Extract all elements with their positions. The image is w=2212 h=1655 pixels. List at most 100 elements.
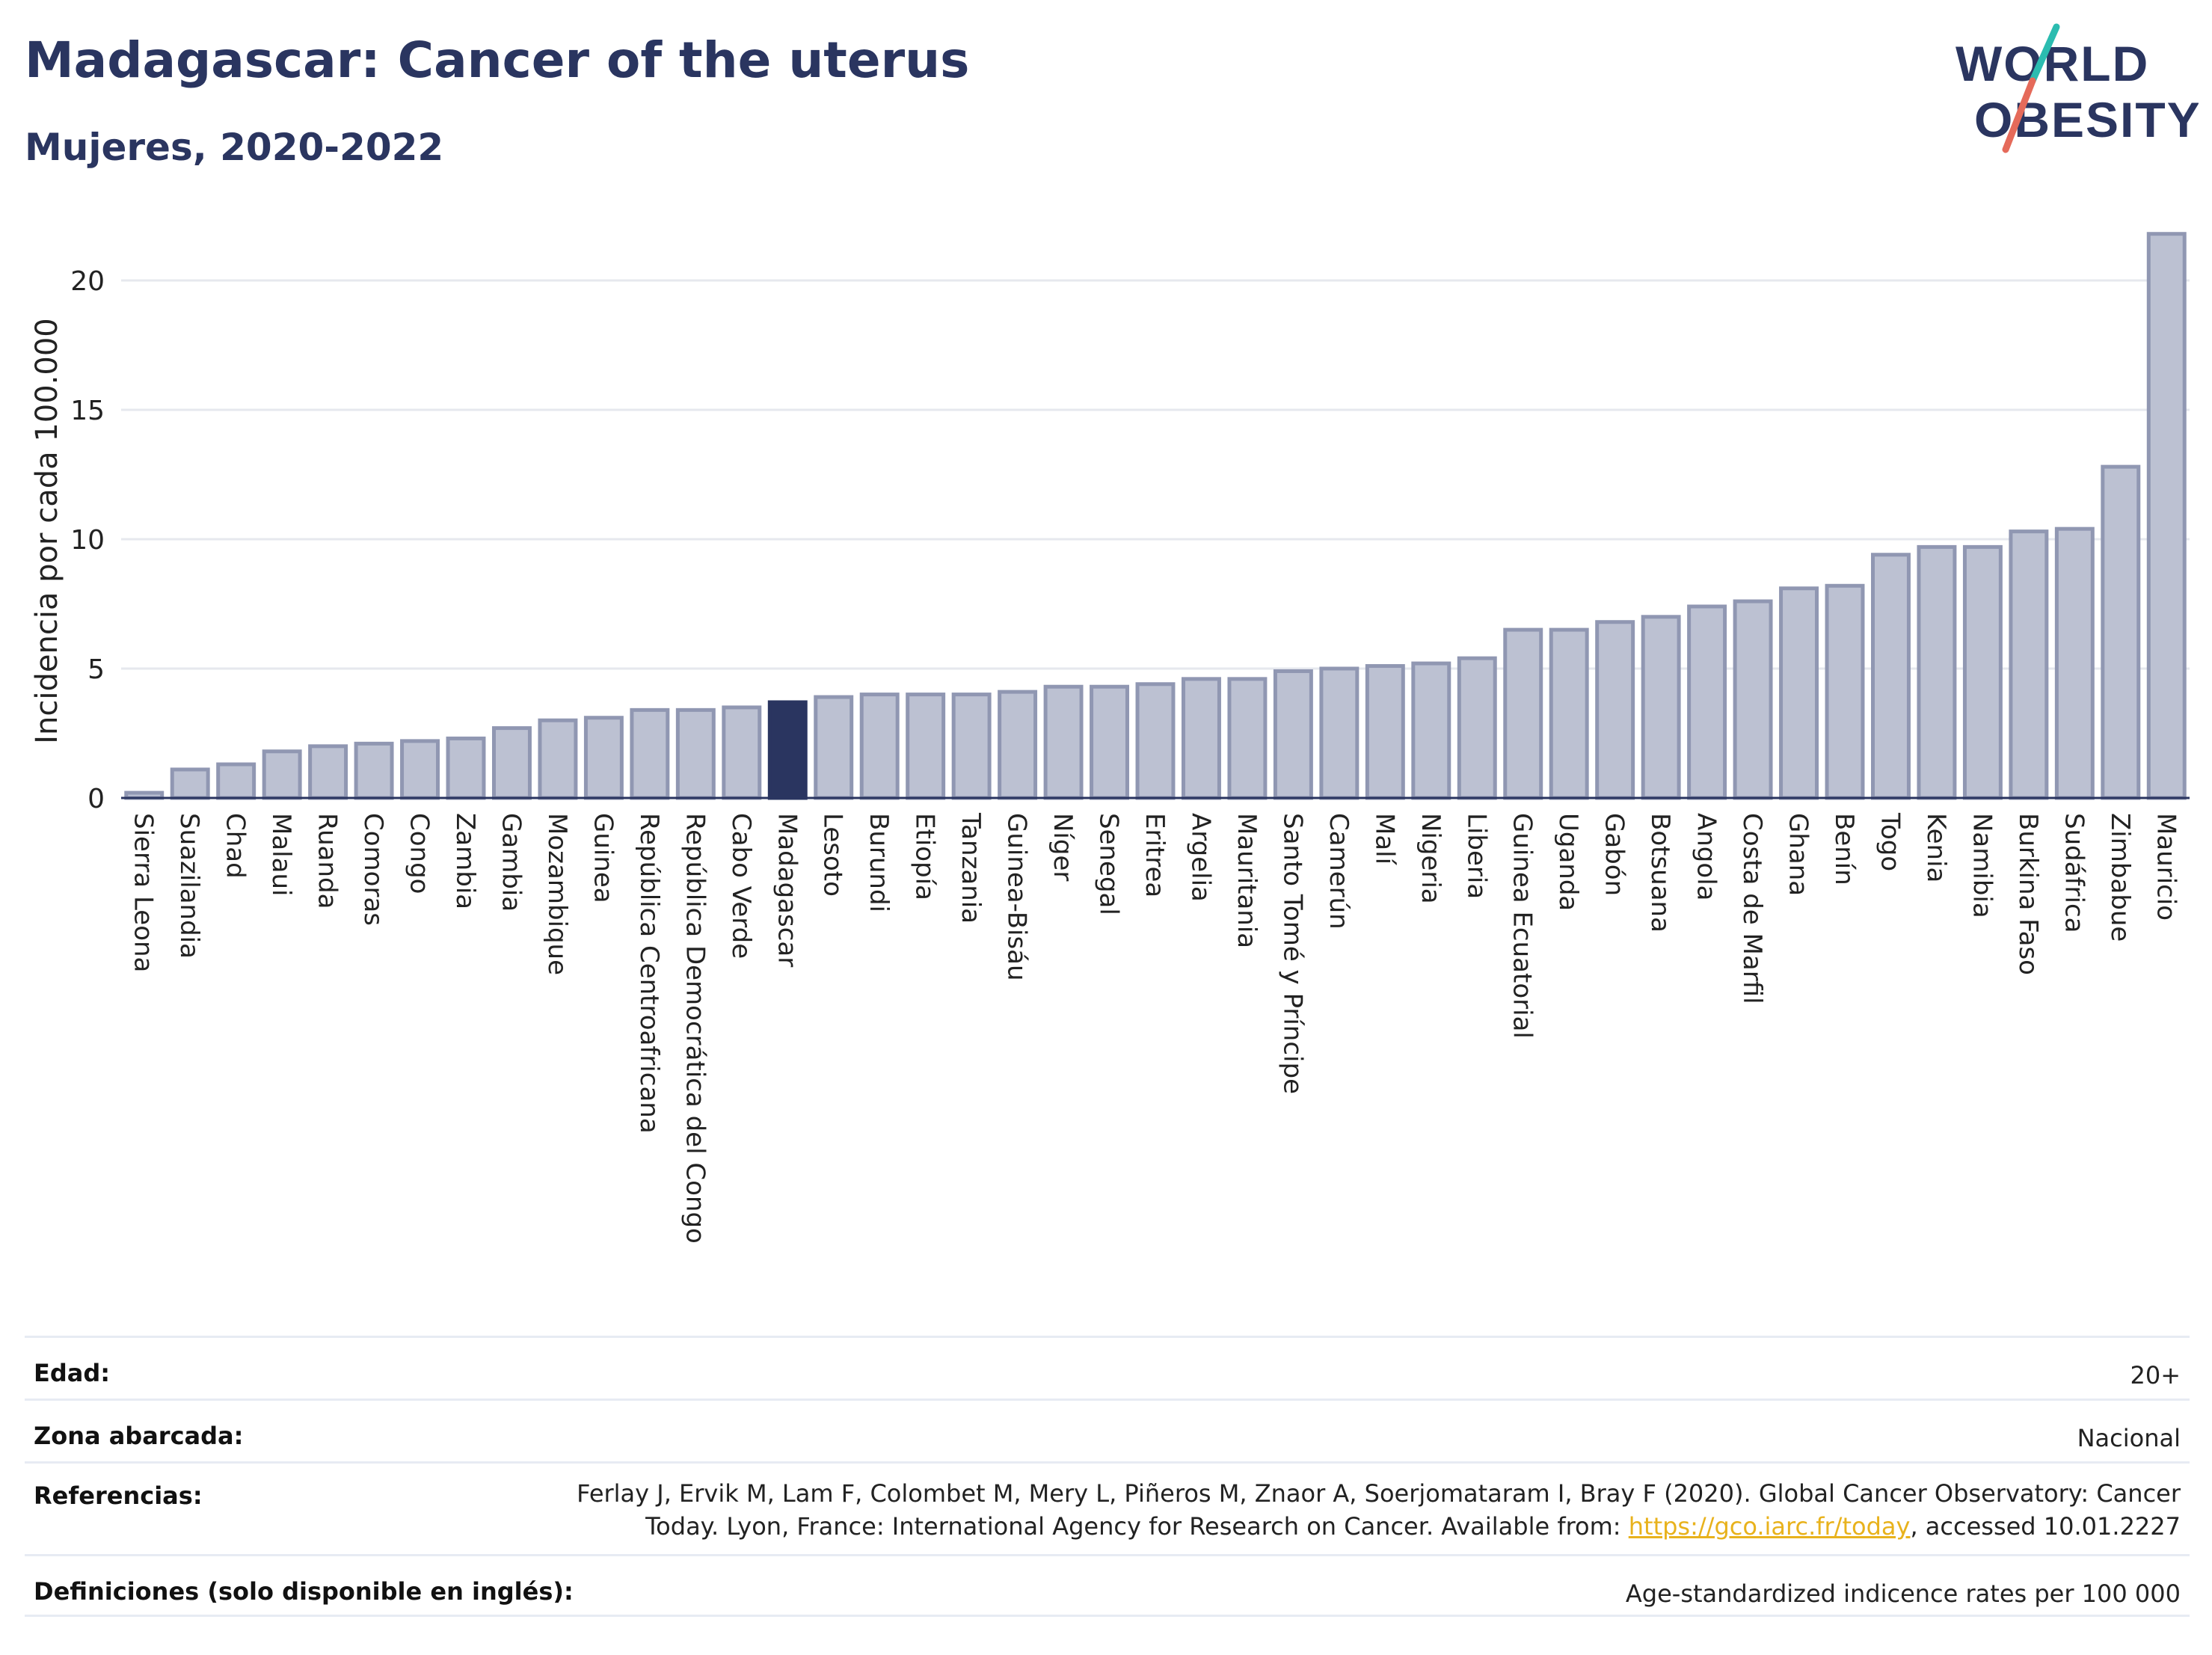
x-tick-label: Namibia (1967, 813, 1997, 918)
x-tick-label: Congo (405, 813, 434, 894)
bar (308, 744, 348, 800)
references-accessed: , accessed 10.01.2227 (1910, 1512, 2181, 1541)
y-tick-label: 0 (87, 784, 105, 814)
y-tick-label: 15 (70, 396, 105, 426)
bar (1641, 615, 1681, 800)
chart-title: Madagascar: Cancer of the uterus (25, 31, 970, 89)
x-tick-label: Sierra Leona (129, 813, 159, 972)
x-tick-label: República Centroafricana (634, 813, 664, 1134)
info-value-zone: Nacional (2077, 1424, 2181, 1452)
bar (583, 716, 624, 800)
bar (859, 693, 900, 800)
x-tick-label: Santo Tomé y Príncipe (1277, 813, 1307, 1094)
x-tick-label: Zambia (450, 813, 480, 909)
bar (1503, 627, 1543, 800)
y-tick-label: 20 (70, 266, 105, 297)
bar (1043, 684, 1084, 800)
x-tick-label: Níger (1048, 813, 1078, 881)
x-tick-label: Suazilandia (174, 813, 204, 959)
x-tick-label: Zimbabue (2105, 813, 2135, 942)
bar (1273, 669, 1313, 800)
bar (951, 693, 992, 800)
bar (1733, 599, 1773, 800)
bar (1319, 666, 1360, 800)
bar (906, 693, 946, 800)
x-tick-label: Cabo Verde (726, 813, 756, 959)
x-tick-label: Senegal (1094, 813, 1124, 915)
x-tick-label: Sudáfrica (2059, 813, 2089, 933)
bar (446, 736, 486, 800)
bar (170, 767, 210, 800)
x-tick-label: Ruanda (313, 813, 342, 909)
x-tick-label: Madagascar (772, 813, 802, 967)
bar (2101, 464, 2141, 800)
bar (722, 705, 762, 800)
bar (814, 695, 854, 800)
x-tick-label: Malí (1369, 813, 1399, 866)
x-tick-label: Eritrea (1140, 813, 1170, 897)
x-tick-label: Tanzania (956, 812, 986, 924)
x-tick-label: Nigeria (1416, 813, 1446, 904)
logo-slash-red-icon (2002, 77, 2036, 153)
bar (216, 762, 256, 800)
x-tick-label: Etiopía (910, 813, 940, 900)
x-tick-label: Benín (1829, 813, 1859, 885)
info-label-references: Referencias: (34, 1481, 203, 1510)
x-tick-label: Mauricio (2151, 813, 2181, 921)
info-value-definitions: Age-standardized indicence rates per 100… (1625, 1579, 2181, 1608)
info-row-age: Edad: 20+ (25, 1336, 2190, 1398)
bar (538, 718, 578, 800)
chart-subtitle: Mujeres, 2020-2022 (25, 126, 444, 169)
x-tick-label: Gabón (1600, 813, 1629, 896)
bar (1090, 684, 1130, 800)
x-tick-label: Angola (1692, 813, 1721, 900)
info-row-zone: Zona abarcada: Nacional (25, 1398, 2190, 1461)
references-text: Ferlay J, Ervik M, Lam F, Colombet M, Me… (577, 1479, 2181, 1541)
bar (1825, 583, 1865, 800)
x-tick-label: Burkina Faso (2013, 813, 2043, 975)
x-tick-label: Togo (1875, 812, 1905, 871)
bar (998, 690, 1038, 800)
x-tick-label: Costa de Marfil (1737, 813, 1767, 1004)
x-tick-label: Ghana (1784, 813, 1813, 896)
x-tick-label: Argelia (1185, 813, 1215, 902)
bar (1595, 620, 1635, 800)
info-row-definitions: Definiciones (solo disponible en inglés)… (25, 1554, 2190, 1617)
info-value-references: Ferlay J, Ervik M, Lam F, Colombet M, Me… (573, 1477, 2181, 1543)
bar (1181, 677, 1221, 800)
info-value-age: 20+ (2130, 1361, 2181, 1390)
x-tick-label: Malaui (266, 813, 296, 896)
info-row-references: Referencias: Ferlay J, Ervik M, Lam F, C… (25, 1461, 2190, 1554)
info-label-definitions: Definiciones (solo disponible en inglés)… (34, 1577, 574, 1606)
y-tick-label: 10 (70, 525, 105, 556)
x-tick-label: Guinea Ecuatorial (1508, 813, 1537, 1039)
references-link[interactable]: https://gco.iarc.fr/today (1628, 1512, 1911, 1541)
bar (262, 749, 302, 800)
bar (354, 741, 394, 800)
x-tick-label: Chad (221, 813, 251, 879)
bar (2054, 526, 2095, 800)
bar (1135, 682, 1176, 800)
x-tick-label: Mozambique (542, 813, 572, 975)
bar (491, 726, 532, 800)
x-tick-label: Guinea (588, 813, 618, 903)
bar (675, 707, 716, 800)
bar (1962, 544, 2003, 800)
world-obesity-logo: WORLD OBESITY (1956, 23, 2199, 153)
info-label-zone: Zona abarcada: (34, 1422, 244, 1450)
x-tick-label: Uganda (1553, 813, 1583, 911)
x-tick-label: Liberia (1461, 813, 1491, 899)
bar (630, 707, 670, 800)
x-tick-label: Lesoto (818, 813, 848, 897)
x-tick-label: Comoras (358, 813, 388, 926)
x-tick-label: Botsuana (1645, 813, 1675, 933)
x-tick-label: Burundi (864, 813, 894, 912)
bar (1870, 553, 1911, 800)
x-tick-label: Gambia (496, 813, 526, 912)
bar (2009, 529, 2049, 800)
y-axis-label: Incidencia por cada 100.000 (30, 318, 64, 744)
bar (1365, 664, 1405, 800)
bar (767, 700, 808, 800)
bar (1917, 544, 1957, 800)
